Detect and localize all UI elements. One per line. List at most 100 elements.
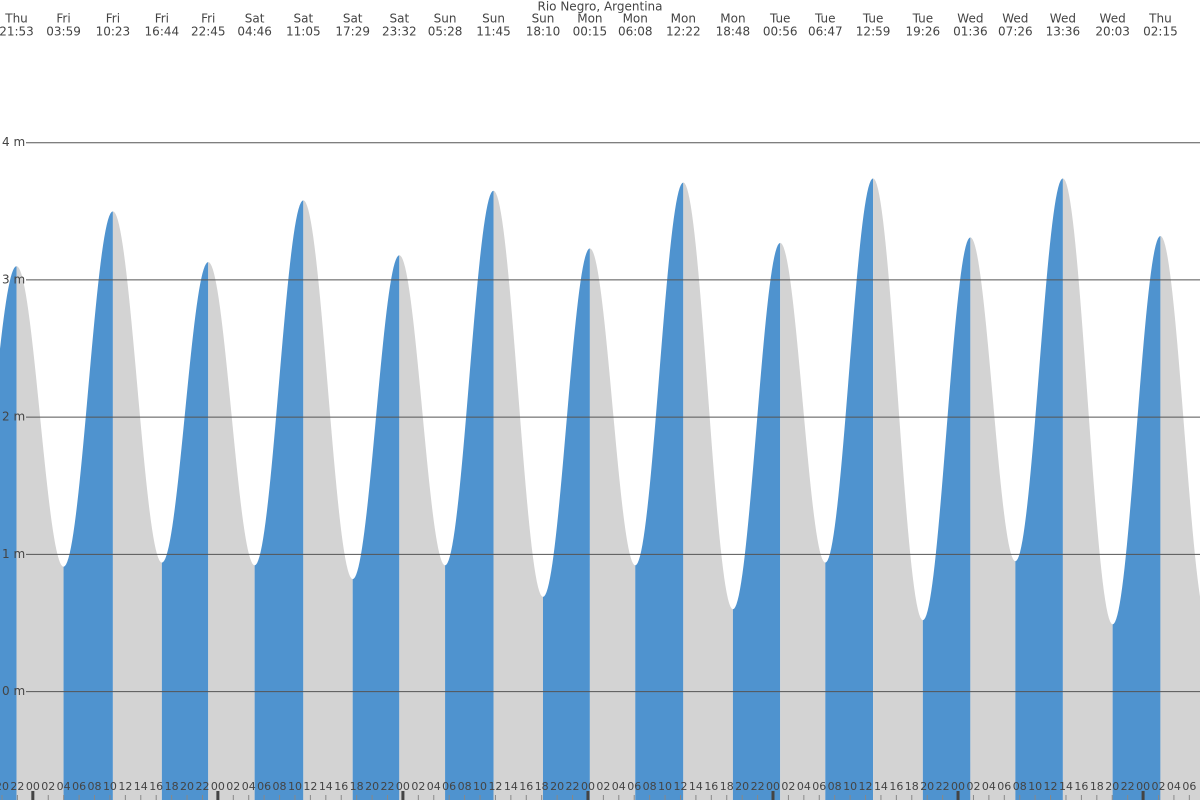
extreme-day: Fri xyxy=(155,12,169,26)
hour-label: 00 xyxy=(211,780,225,793)
tide-segment xyxy=(399,255,446,800)
extreme-day: Thu xyxy=(4,12,28,26)
extreme-time: 12:59 xyxy=(856,25,891,39)
hour-label: 16 xyxy=(1074,780,1088,793)
extreme-time: 11:45 xyxy=(476,25,511,39)
hour-label: 00 xyxy=(26,780,40,793)
tide-segment xyxy=(635,182,684,800)
hour-label: 14 xyxy=(134,780,148,793)
hour-label: 12 xyxy=(673,780,687,793)
extreme-time: 10:23 xyxy=(96,25,131,39)
chart-title: Rio Negro, Argentina xyxy=(538,0,663,14)
hour-label: 06 xyxy=(997,780,1011,793)
hour-label: 16 xyxy=(889,780,903,793)
extreme-day: Sat xyxy=(245,12,265,26)
hour-label: 20 xyxy=(920,780,934,793)
extreme-day: Sat xyxy=(343,12,363,26)
hour-label: 20 xyxy=(1105,780,1119,793)
y-tick-label: 0 m xyxy=(2,684,25,698)
hour-label: 22 xyxy=(751,780,765,793)
extreme-day: Fri xyxy=(106,12,120,26)
hour-label: 20 xyxy=(180,780,194,793)
hour-label: 10 xyxy=(658,780,672,793)
hour-label: 14 xyxy=(874,780,888,793)
extreme-day: Tue xyxy=(862,12,884,26)
hour-label: 20 xyxy=(735,780,749,793)
extreme-time: 02:15 xyxy=(1143,25,1178,39)
extreme-time: 05:28 xyxy=(428,25,463,39)
hour-label: 06 xyxy=(627,780,641,793)
hour-label: 02 xyxy=(1152,780,1166,793)
extreme-time: 00:56 xyxy=(763,25,798,39)
extreme-day: Sat xyxy=(293,12,313,26)
hour-label: 10 xyxy=(473,780,487,793)
tide-segment xyxy=(922,237,971,800)
y-tick-label: 2 m xyxy=(2,410,25,424)
tide-segment xyxy=(589,248,636,800)
hour-label: 18 xyxy=(535,780,549,793)
extreme-time: 01:36 xyxy=(953,25,988,39)
extreme-day: Mon xyxy=(671,12,696,26)
hour-label: 12 xyxy=(118,780,132,793)
extreme-day: Sun xyxy=(532,12,555,26)
extreme-time: 06:08 xyxy=(618,25,653,39)
y-tick-label: 3 m xyxy=(2,272,25,286)
tide-segment xyxy=(1062,178,1113,800)
hour-label: 02 xyxy=(411,780,425,793)
tide-segment xyxy=(970,237,1016,800)
hour-label: 10 xyxy=(288,780,302,793)
tide-segment xyxy=(303,200,353,800)
hour-label: 14 xyxy=(319,780,333,793)
hour-label: 22 xyxy=(566,780,580,793)
hour-label: 02 xyxy=(226,780,240,793)
extreme-time: 18:10 xyxy=(526,25,561,39)
y-tick-label: 4 m xyxy=(2,135,25,149)
tide-fills xyxy=(0,178,1200,800)
extreme-day: Sun xyxy=(434,12,457,26)
extreme-time: 12:22 xyxy=(666,25,701,39)
extreme-time: 11:05 xyxy=(286,25,321,39)
hour-label: 22 xyxy=(195,780,209,793)
extreme-day: Tue xyxy=(814,12,836,26)
extreme-day: Wed xyxy=(957,12,983,26)
hour-label: 14 xyxy=(504,780,518,793)
hour-label: 06 xyxy=(72,780,86,793)
hour-label: 16 xyxy=(704,780,718,793)
extreme-day: Fri xyxy=(56,12,70,26)
extreme-time: 06:47 xyxy=(808,25,843,39)
extreme-time: 13:36 xyxy=(1046,25,1081,39)
extreme-time: 17:29 xyxy=(335,25,370,39)
tide-segment xyxy=(873,178,923,800)
extreme-time: 00:15 xyxy=(573,25,608,39)
hour-label: 14 xyxy=(1059,780,1073,793)
extreme-time: 23:32 xyxy=(382,25,417,39)
tide-segment xyxy=(161,262,209,800)
tide-segment xyxy=(112,211,162,800)
extreme-time: 03:59 xyxy=(46,25,81,39)
tide-segment xyxy=(445,190,494,800)
hour-label: 22 xyxy=(936,780,950,793)
hour-label: 20 xyxy=(0,780,9,793)
hour-label: 04 xyxy=(982,780,996,793)
extreme-time: 22:45 xyxy=(191,25,226,39)
extreme-time: 21:53 xyxy=(0,25,34,39)
extreme-day: Fri xyxy=(201,12,215,26)
extreme-day: Sat xyxy=(389,12,409,26)
extreme-day: Sun xyxy=(482,12,505,26)
tide-segment xyxy=(825,178,874,800)
hour-label: 02 xyxy=(41,780,55,793)
hour-label: 02 xyxy=(781,780,795,793)
hour-label: 08 xyxy=(458,780,472,793)
hour-label: 00 xyxy=(1136,780,1150,793)
hour-label: 04 xyxy=(612,780,626,793)
tide-segment xyxy=(493,190,543,800)
overlay: Thu21:53Fri03:59Fri10:23Fri16:44Fri22:45… xyxy=(0,12,1200,800)
hour-label: 08 xyxy=(88,780,102,793)
hour-label: 08 xyxy=(643,780,657,793)
hour-label: 10 xyxy=(103,780,117,793)
hour-label: 06 xyxy=(1182,780,1196,793)
hour-label: 20 xyxy=(365,780,379,793)
tide-segment xyxy=(1015,178,1063,800)
hour-label: 22 xyxy=(381,780,395,793)
